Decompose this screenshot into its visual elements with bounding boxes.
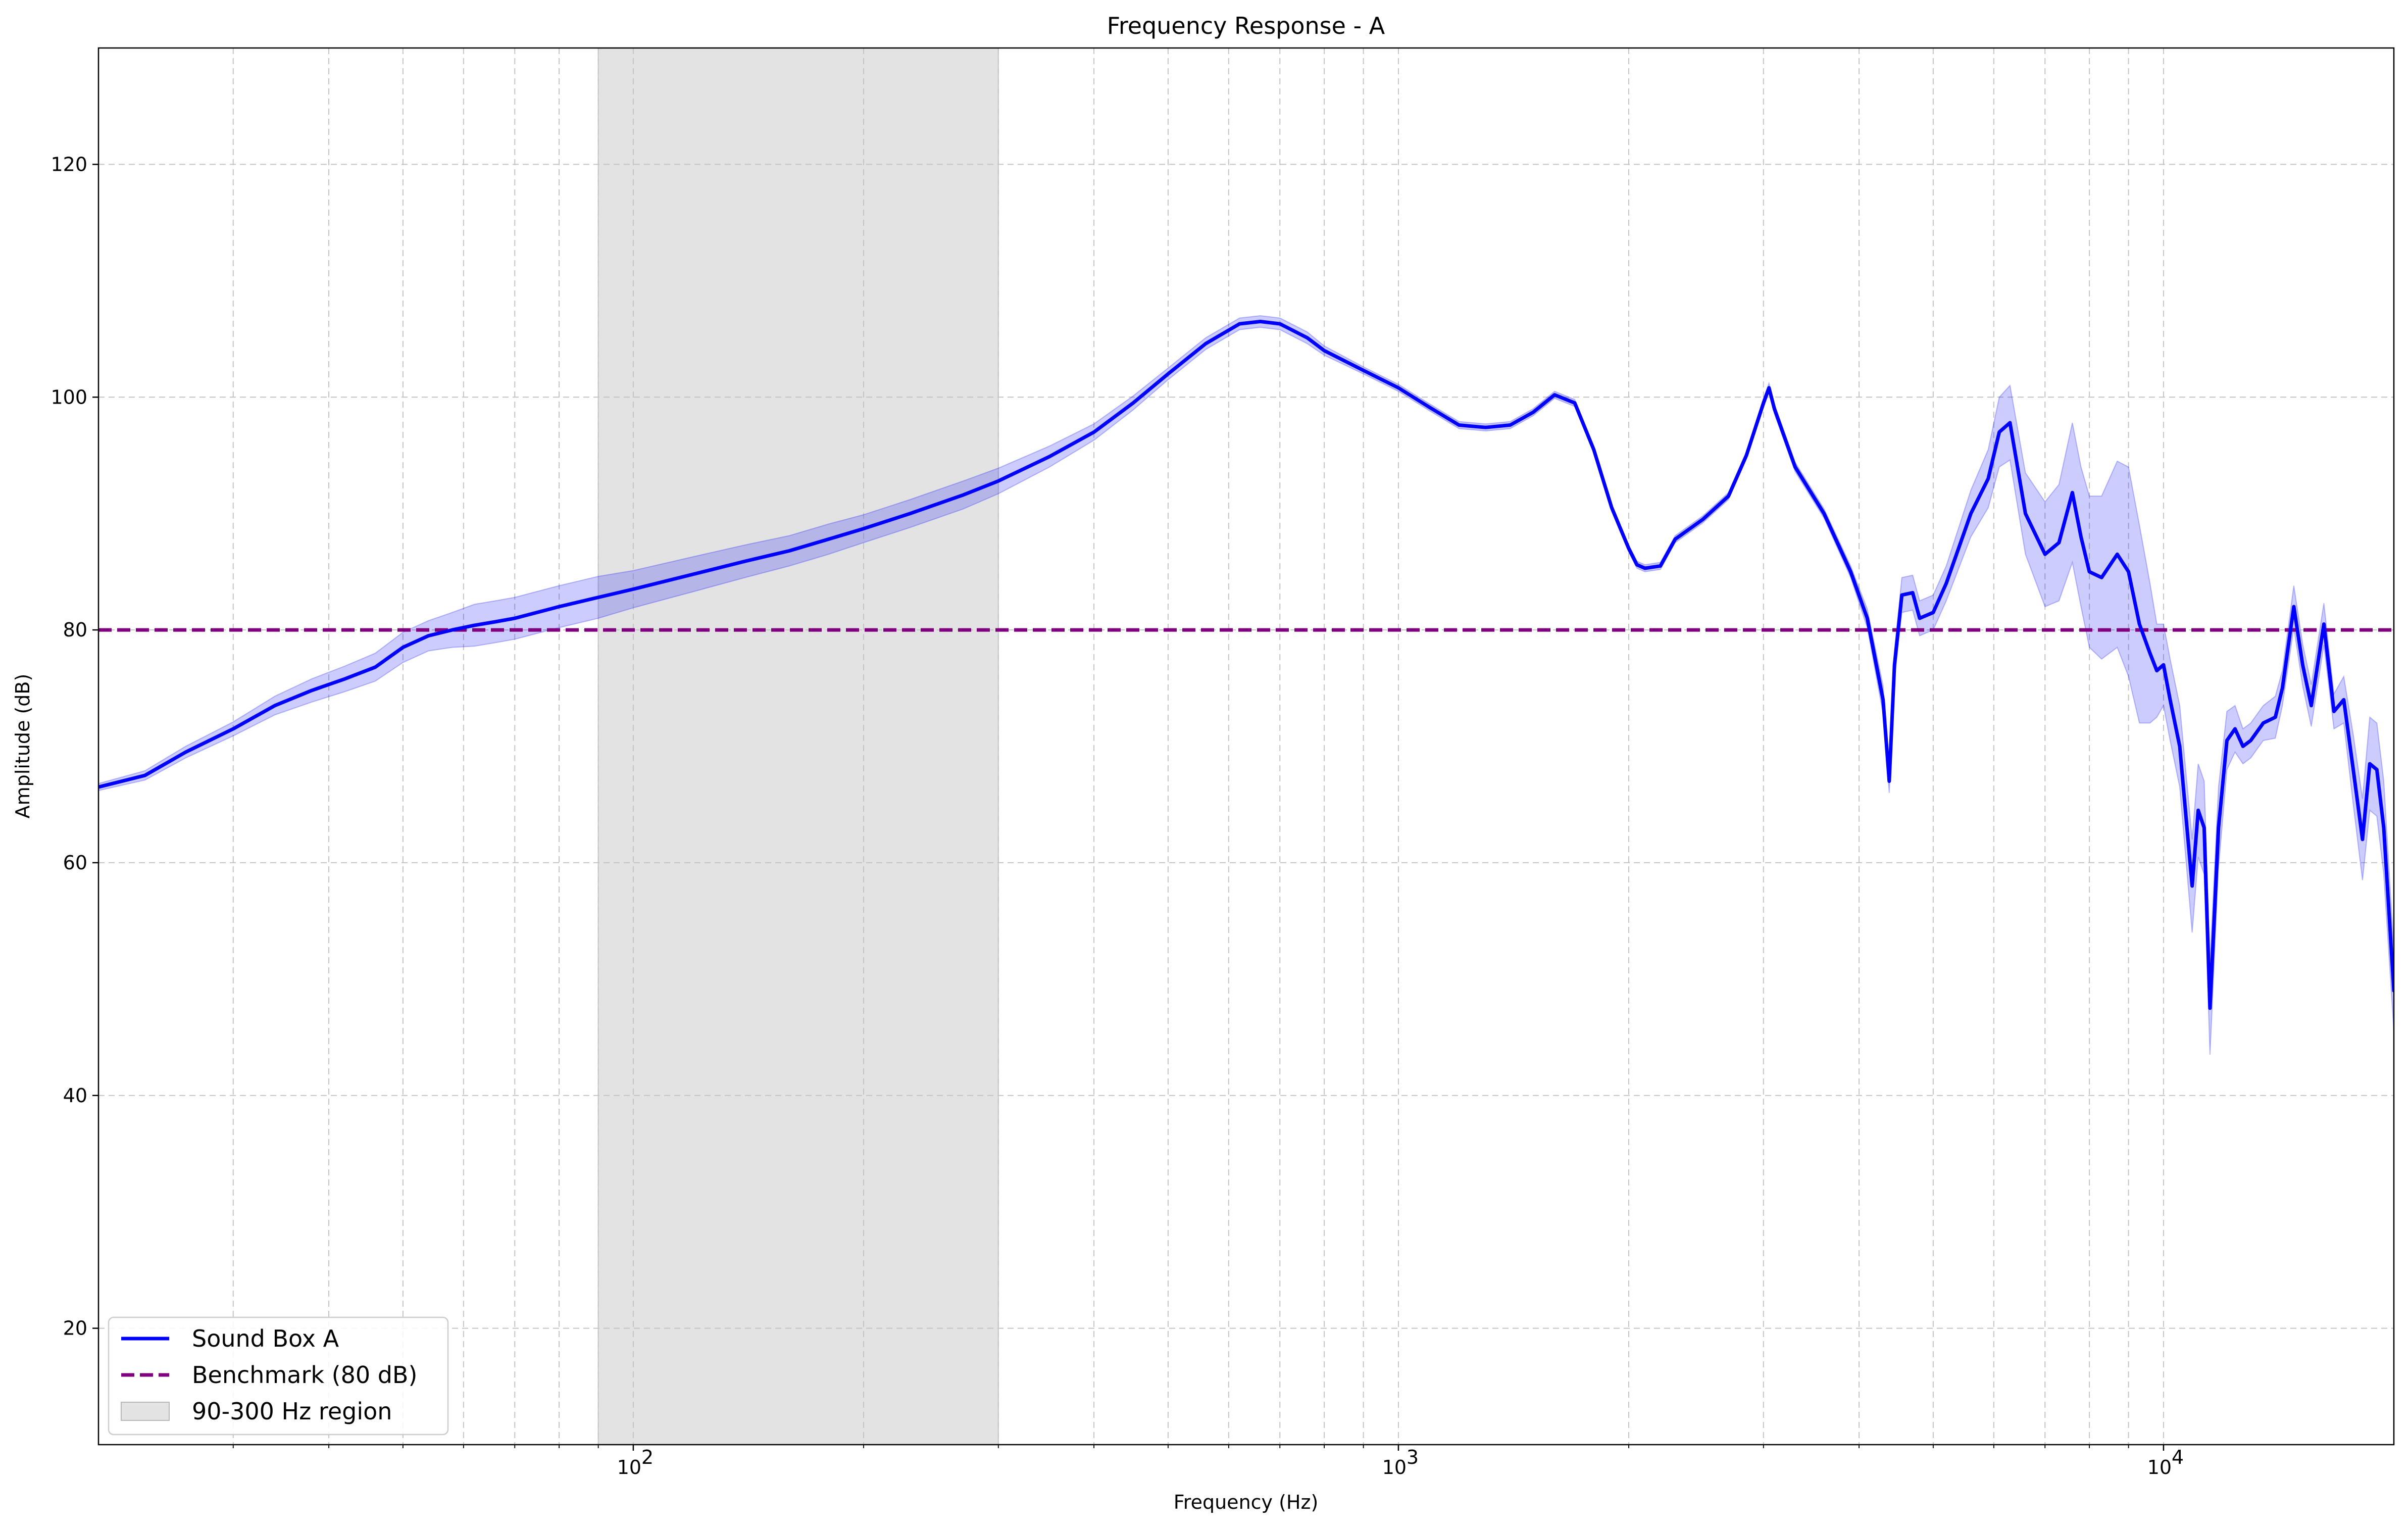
plot-frame xyxy=(97,47,2395,1446)
y-tick-label: 40 xyxy=(63,1084,87,1107)
chart-title: Frequency Response - A xyxy=(1107,12,1385,39)
legend: Sound Box A Benchmark (80 dB) 90-300 Hz re… xyxy=(108,1316,449,1436)
x-axis-label: Frequency (Hz) xyxy=(1174,1491,1319,1513)
plot-area xyxy=(98,48,2394,1445)
x-tick-exponent: 3 xyxy=(1407,1446,1419,1468)
x-tick-exponent: 4 xyxy=(2172,1446,2184,1468)
legend-label: Sound Box A xyxy=(192,1325,339,1352)
y-tick-label: 20 xyxy=(63,1317,87,1340)
x-tick-exponent: 2 xyxy=(641,1446,654,1468)
y-axis-label: Amplitude (dB) xyxy=(12,674,34,819)
series-line-sound-box-a xyxy=(98,320,2394,1010)
legend-label: Benchmark (80 dB) xyxy=(192,1361,417,1389)
x-tick-label: 10 xyxy=(2147,1456,2172,1478)
x-tick-label: 10 xyxy=(617,1456,641,1478)
series-confidence-band xyxy=(98,315,2394,1055)
y-tick-label: 80 xyxy=(63,619,87,641)
region-shade xyxy=(597,48,999,1445)
y-tick-label: 120 xyxy=(51,153,87,175)
y-tick-label: 100 xyxy=(51,386,87,408)
legend-box xyxy=(108,1316,449,1436)
legend-swatch-patch xyxy=(121,1402,170,1421)
x-tick-label: 10 xyxy=(1382,1456,1407,1478)
legend-label: 90-300 Hz region xyxy=(192,1398,392,1425)
y-tick-label: 60 xyxy=(63,852,87,874)
